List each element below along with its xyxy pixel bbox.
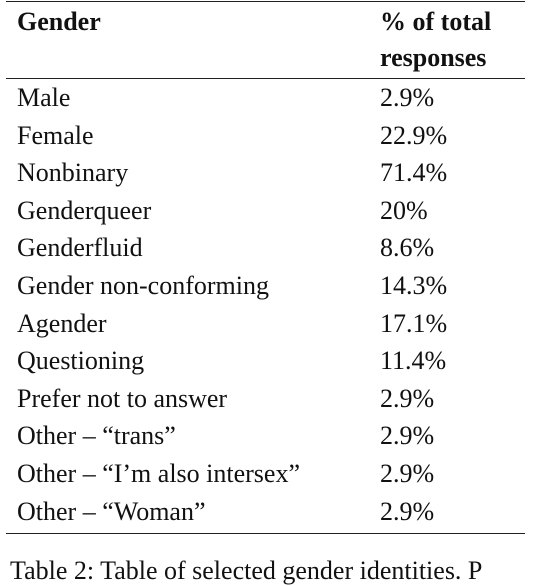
percent-value-cell: 2.9%: [380, 496, 435, 526]
gender-label-cell: Genderqueer: [17, 195, 152, 225]
percent-value-cell: 2.9%: [380, 83, 435, 112]
percent-value-cell: 2.9%: [380, 421, 435, 451]
gender-label-cell: Other – “I’m also intersex”: [17, 458, 301, 488]
table-row: Genderqueer 20%: [6, 192, 525, 230]
percent-value-cell: 20%: [380, 195, 428, 225]
gender-table-grid: Gender % of total responses Male 2.9% Fema…: [6, 2, 525, 533]
percent-value-cell: 17.1%: [380, 308, 448, 338]
table-row: Nonbinary 71.4%: [6, 154, 525, 192]
table-header-row: Gender % of total responses: [6, 2, 525, 79]
table-row: Other – “Woman” 2.9%: [6, 493, 525, 534]
table-caption: Table 2: Table of selected gender identi…: [10, 556, 483, 585]
gender-label-cell: Genderfluid: [17, 233, 143, 263]
gender-label-cell: Female: [17, 120, 94, 150]
percent-value-cell: 2.9%: [380, 458, 435, 488]
table-row: Gender non-conforming 14.3%: [6, 267, 525, 305]
gender-label-cell: Prefer not to answer: [17, 383, 228, 413]
percent-value-cell: 8.6%: [380, 233, 435, 263]
header-percent-line2: responses: [380, 43, 487, 72]
table-row: Female 22.9%: [6, 117, 525, 155]
gender-label-cell: Other – “Woman”: [17, 496, 206, 526]
percent-value-cell: 22.9%: [380, 120, 448, 150]
gender-label-cell: Questioning: [17, 346, 145, 376]
percent-value-cell: 2.9%: [380, 383, 435, 413]
table-row: Other – “trans” 2.9%: [6, 417, 525, 455]
table-top-rule: [6, 1, 525, 2]
gender-label-cell: Agender: [17, 308, 107, 338]
table-row: Questioning 11.4%: [6, 342, 525, 380]
table-mid-rule-row: [6, 78, 525, 79]
gender-label-cell: Male: [17, 83, 71, 112]
header-percent: % of total responses: [380, 2, 525, 79]
header-gender: Gender: [17, 7, 101, 36]
percent-value-cell: 14.3%: [380, 270, 448, 300]
table-bottom-rule: [6, 533, 525, 535]
table-mid-rule: [6, 78, 525, 79]
gender-label-cell: Other – “trans”: [17, 421, 176, 451]
gender-label-cell: Nonbinary: [17, 158, 129, 188]
percent-value-cell: 71.4%: [380, 158, 448, 188]
table-row: Other – “I’m also intersex” 2.9%: [6, 455, 525, 493]
table-body: Male 2.9% Female 22.9% Nonbinary 71.4% Genderq…: [6, 79, 525, 533]
table-row: Genderfluid 8.6%: [6, 229, 525, 267]
header-percent-line1: % of total: [380, 7, 492, 36]
percent-value-cell: 11.4%: [380, 346, 447, 376]
table-row: Male 2.9%: [6, 79, 525, 117]
gender-table: Gender % of total responses Male 2.9% Fema…: [6, 0, 525, 535]
table-row: Prefer not to answer 2.9%: [6, 380, 525, 418]
gender-label-cell: Gender non-conforming: [17, 270, 269, 300]
table-row: Agender 17.1%: [6, 305, 525, 343]
